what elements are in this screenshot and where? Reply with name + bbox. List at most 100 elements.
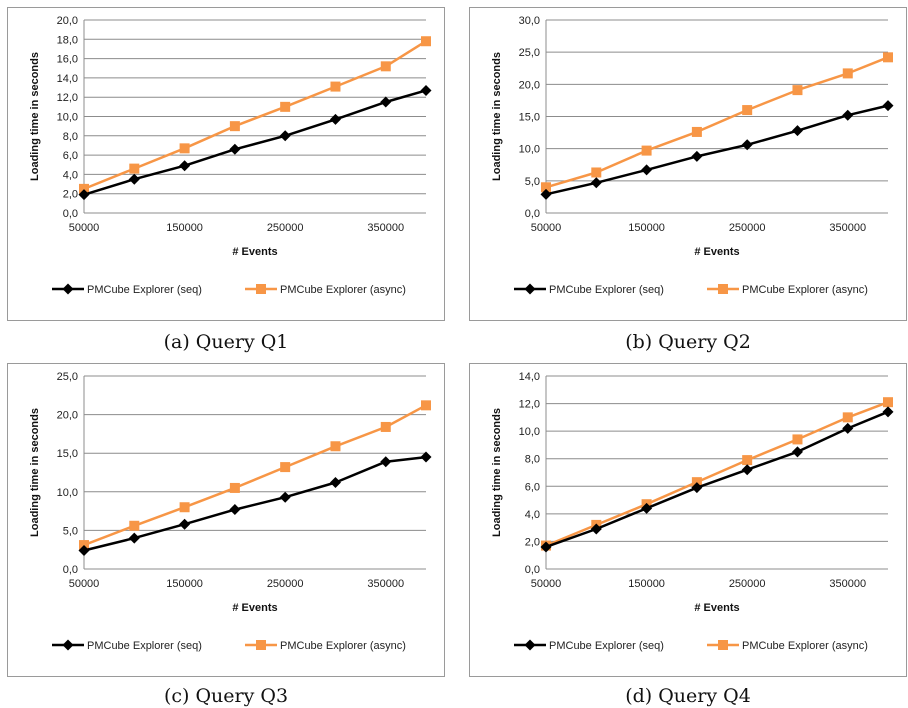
chart-4-y-tick-label: 14,0 bbox=[519, 371, 540, 383]
chart-1-x-tick-label: 350000 bbox=[367, 222, 404, 234]
chart-1-y-tick-label: 0,0 bbox=[63, 208, 78, 220]
chart-3-seq-point bbox=[78, 544, 90, 556]
chart-1-seq-point bbox=[279, 130, 291, 142]
caption-q4: (d) Query Q4 bbox=[625, 685, 751, 707]
chart-3-y-tick-label: 5,0 bbox=[63, 525, 78, 537]
chart-4-seq-point bbox=[791, 446, 803, 458]
chart-2-async-point bbox=[842, 68, 853, 79]
chart-3-async-point bbox=[421, 400, 431, 411]
caption-q3: (c) Query Q3 bbox=[163, 685, 289, 707]
chart-1-y-tick-label: 4,0 bbox=[63, 169, 78, 181]
chart-1-async-point bbox=[229, 121, 240, 132]
chart-2-y-tick-label: 10,0 bbox=[519, 144, 540, 156]
line-chart-q1: 0,0 2,0 4,0 6,0 8,0 10,0 12,0 14,0 16,0 18,0 20,0 5… bbox=[29, 15, 432, 296]
chart-1-seq-point bbox=[128, 173, 140, 185]
chart-4-seq-point bbox=[691, 482, 703, 494]
chart-1-seq-point bbox=[179, 160, 191, 172]
chart-panel-q2: 0,0 5,0 10,0 15,0 20,0 25,0 30,0 50000 150000 250… bbox=[469, 7, 907, 321]
chart-1-async-point bbox=[79, 183, 89, 194]
chart-2-seq-point bbox=[590, 177, 602, 189]
chart-2-y-tick-label: 25,0 bbox=[519, 47, 540, 59]
chart-2-x-axis-title: # Events bbox=[694, 246, 739, 258]
chart-2-async-point bbox=[792, 85, 803, 96]
chart-2-seq-point bbox=[691, 150, 703, 162]
chart-3-y-tick-label: 0,0 bbox=[63, 564, 78, 576]
chart-4-async-series-line bbox=[545, 401, 889, 547]
chart-3-y-tick-label: 20,0 bbox=[57, 410, 78, 422]
chart-2-async-point bbox=[641, 145, 652, 156]
chart-4-legend-async-marker bbox=[718, 640, 728, 650]
chart-1-y-tick-label: 2,0 bbox=[63, 189, 78, 201]
line-chart-q2: 0,0 5,0 10,0 15,0 20,0 25,0 30,0 50000 150000 250… bbox=[491, 15, 894, 296]
chart-1-async-series-line bbox=[83, 40, 427, 191]
chart-2-seq-series-line bbox=[545, 104, 889, 196]
chart-1-async-point bbox=[330, 81, 341, 92]
chart-3-seq-point bbox=[380, 456, 392, 468]
chart-2-x-tick-label: 350000 bbox=[829, 222, 866, 234]
chart-2-seq-point bbox=[791, 125, 803, 137]
chart-1-legend-seq-marker bbox=[62, 283, 74, 295]
chart-2-seq-point bbox=[540, 188, 552, 200]
chart-4-async-point bbox=[742, 455, 753, 466]
chart-3-legend-seq-label: PMCube Explorer (seq) bbox=[87, 640, 202, 652]
line-chart-q3: 0,0 5,0 10,0 15,0 20,0 25,0 50000 150000 250000 3… bbox=[29, 371, 432, 652]
chart-3-x-tick-label: 50000 bbox=[69, 578, 100, 590]
chart-2-seq-point bbox=[882, 100, 894, 112]
chart-1-legend-async-marker bbox=[256, 284, 266, 294]
caption-q1: (a) Query Q1 bbox=[163, 331, 289, 353]
chart-4-y-tick-label: 2,0 bbox=[525, 536, 540, 548]
chart-2-async-point bbox=[742, 105, 753, 116]
chart-4-y-tick-label: 10,0 bbox=[519, 426, 540, 438]
chart-3-seq-point bbox=[329, 477, 341, 489]
chart-3-y-tick-label: 10,0 bbox=[57, 487, 78, 499]
chart-4-seq-point bbox=[641, 502, 653, 514]
chart-2-async-point bbox=[541, 182, 551, 193]
chart-2-y-tick-label: 30,0 bbox=[519, 15, 540, 27]
chart-3-y-tick-label: 15,0 bbox=[57, 448, 78, 460]
chart-4-async-point bbox=[691, 477, 702, 488]
chart-2-seq-point bbox=[741, 139, 753, 151]
chart-4-async-point bbox=[883, 397, 893, 408]
chart-panel-q3: 0,0 5,0 10,0 15,0 20,0 25,0 50000 150000 250000 3… bbox=[7, 363, 445, 677]
chart-4-async-point bbox=[792, 434, 803, 445]
chart-1-y-tick-label: 14,0 bbox=[57, 73, 78, 85]
chart-4-async-point bbox=[842, 412, 853, 423]
chart-4-seq-point bbox=[590, 523, 602, 535]
chart-4-seq-point bbox=[842, 422, 854, 434]
chart-2-async-point bbox=[591, 167, 602, 178]
chart-1-seq-point bbox=[380, 96, 392, 108]
chart-4-y-tick-label: 4,0 bbox=[525, 509, 540, 521]
chart-3-seq-point bbox=[128, 532, 140, 544]
chart-3-async-point bbox=[380, 421, 391, 432]
chart-2-legend-seq-label: PMCube Explorer (seq) bbox=[549, 284, 664, 296]
chart-2-async-series-line bbox=[545, 56, 889, 189]
chart-3-async-series-line bbox=[83, 404, 427, 547]
chart-3-async-point bbox=[330, 441, 341, 452]
chart-1-seq-point bbox=[329, 113, 341, 125]
chart-2-y-tick-label: 5,0 bbox=[525, 176, 540, 188]
chart-2-x-tick-label: 50000 bbox=[531, 222, 562, 234]
chart-2-seq-point bbox=[641, 164, 653, 176]
chart-4-legend-seq-marker bbox=[524, 639, 536, 651]
chart-3-seq-point bbox=[229, 504, 241, 516]
chart-3-async-point bbox=[280, 462, 291, 473]
chart-4-x-tick-label: 350000 bbox=[829, 578, 866, 590]
chart-4-legend-async-label: PMCube Explorer (async) bbox=[742, 640, 868, 652]
chart-4-y-tick-label: 12,0 bbox=[519, 399, 540, 411]
chart-1-legend-async-label: PMCube Explorer (async) bbox=[280, 284, 406, 296]
chart-1-legend-seq-label: PMCube Explorer (seq) bbox=[87, 284, 202, 296]
chart-4-seq-point bbox=[741, 464, 753, 476]
chart-2-x-tick-label: 250000 bbox=[729, 222, 766, 234]
chart-1-async-point bbox=[129, 163, 140, 174]
chart-1-y-tick-label: 10,0 bbox=[57, 112, 78, 124]
chart-2-seq-point bbox=[842, 109, 854, 121]
chart-1-x-axis-title: # Events bbox=[232, 246, 277, 258]
chart-4-x-tick-label: 50000 bbox=[531, 578, 562, 590]
chart-4-y-axis-title: Loading time in seconds bbox=[491, 408, 503, 537]
chart-1-async-point bbox=[280, 101, 291, 112]
chart-2-y-tick-label: 15,0 bbox=[519, 112, 540, 124]
chart-1-y-tick-label: 16,0 bbox=[57, 54, 78, 66]
chart-2-x-tick-label: 150000 bbox=[628, 222, 665, 234]
chart-3-seq-series-line bbox=[83, 455, 427, 552]
chart-4-y-tick-label: 6,0 bbox=[525, 481, 540, 493]
